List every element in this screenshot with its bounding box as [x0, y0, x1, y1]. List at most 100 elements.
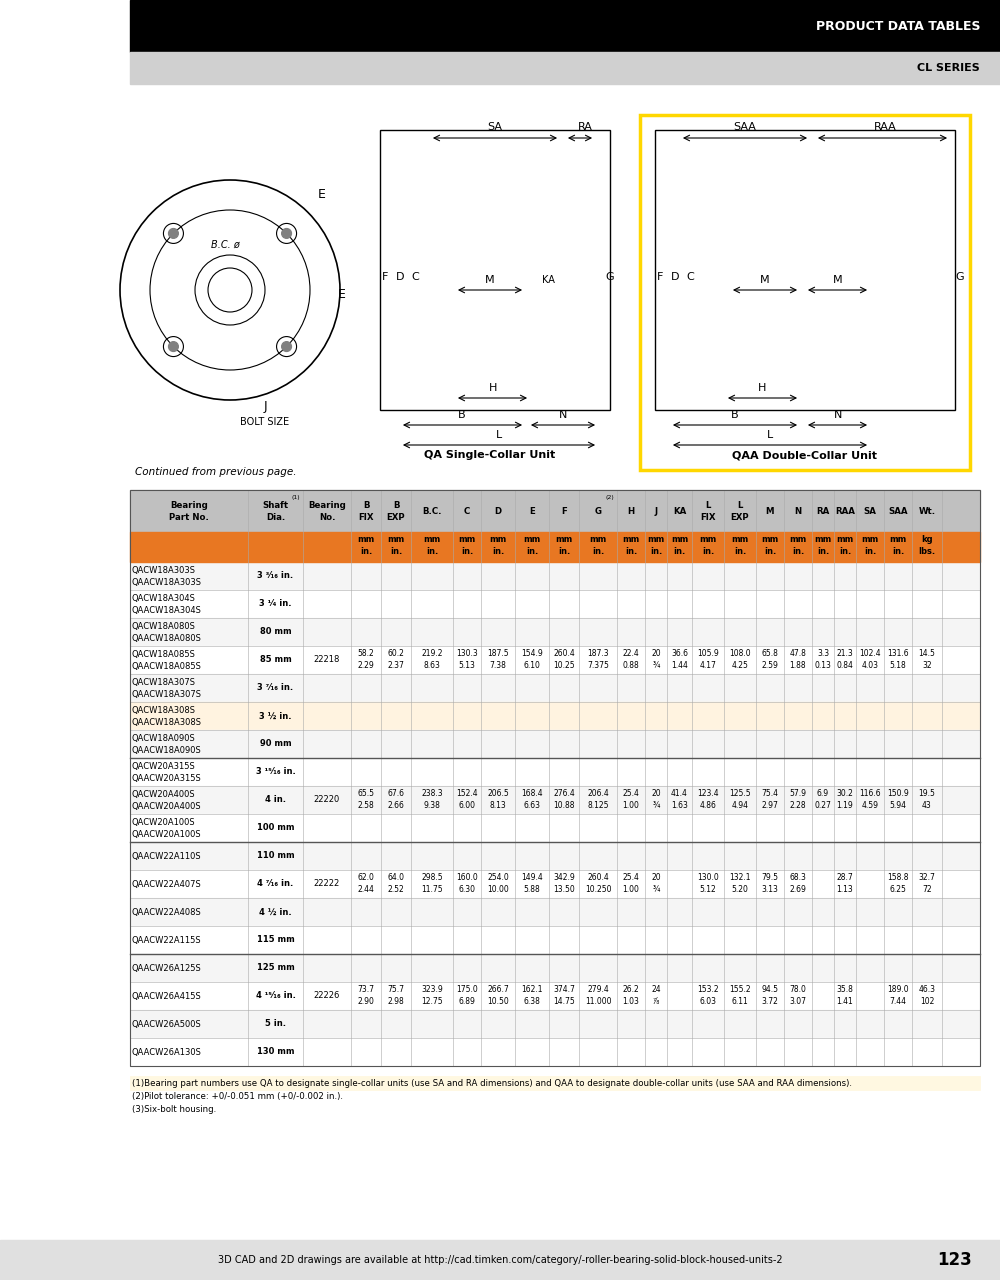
Text: EXP: EXP: [731, 512, 749, 521]
Text: 206.5: 206.5: [487, 790, 509, 799]
Text: 125 mm: 125 mm: [257, 964, 294, 973]
Bar: [130, 701, 980, 730]
Bar: [130, 0, 1000, 52]
Text: 57.9: 57.9: [790, 790, 806, 799]
Text: 10.250: 10.250: [585, 886, 611, 895]
Text: 21.3: 21.3: [837, 649, 853, 658]
Text: 130.0: 130.0: [697, 873, 719, 882]
Bar: [130, 490, 980, 1066]
Text: QACW18A303S: QACW18A303S: [132, 567, 196, 576]
Text: 2.37: 2.37: [388, 662, 404, 671]
Text: 2.29: 2.29: [358, 662, 374, 671]
Text: KA: KA: [673, 507, 686, 516]
Text: 73.7: 73.7: [358, 986, 374, 995]
Text: 68.3: 68.3: [790, 873, 806, 882]
Text: 2.44: 2.44: [358, 886, 374, 895]
Bar: [130, 814, 980, 842]
Text: in.: in.: [864, 548, 876, 557]
Text: 2.52: 2.52: [388, 886, 404, 895]
Text: 20: 20: [651, 790, 661, 799]
Text: QAACW20A100S: QAACW20A100S: [132, 831, 202, 840]
Text: lbs.: lbs.: [918, 548, 936, 557]
Text: G: G: [594, 507, 602, 516]
Text: 4.17: 4.17: [700, 662, 716, 671]
Text: No.: No.: [319, 512, 335, 521]
Text: (1): (1): [291, 495, 300, 500]
Text: D: D: [494, 507, 502, 516]
Text: 7.44: 7.44: [890, 997, 906, 1006]
Text: 5.88: 5.88: [524, 886, 540, 895]
Bar: [130, 1038, 980, 1066]
Text: mm: mm: [555, 535, 573, 544]
Text: 3 ¹⁵⁄₁₆ in.: 3 ¹⁵⁄₁₆ in.: [256, 768, 295, 777]
Text: 22.4: 22.4: [623, 649, 639, 658]
Text: 102.4: 102.4: [859, 649, 881, 658]
Circle shape: [168, 228, 178, 238]
Text: ¾: ¾: [652, 886, 660, 895]
Text: QAACW18A303S: QAACW18A303S: [132, 579, 202, 588]
Text: mm: mm: [647, 535, 665, 544]
Text: in.: in.: [702, 548, 714, 557]
Bar: [130, 758, 980, 786]
Text: B: B: [731, 410, 739, 420]
Text: 189.0: 189.0: [887, 986, 909, 995]
Text: 5.18: 5.18: [890, 662, 906, 671]
Bar: [130, 646, 980, 675]
Text: BOLT SIZE: BOLT SIZE: [240, 417, 290, 428]
Text: mm: mm: [761, 535, 779, 544]
Text: 238.3: 238.3: [421, 790, 443, 799]
Text: 0.88: 0.88: [623, 662, 639, 671]
Text: 374.7: 374.7: [553, 986, 575, 995]
Text: B: B: [393, 500, 399, 509]
Text: 47.8: 47.8: [790, 649, 806, 658]
Text: 125.5: 125.5: [729, 790, 751, 799]
Text: 123.4: 123.4: [697, 790, 719, 799]
Text: in.: in.: [792, 548, 804, 557]
Text: QACW18A308S: QACW18A308S: [132, 707, 196, 716]
Text: H: H: [627, 507, 635, 516]
Text: 1.00: 1.00: [623, 801, 639, 810]
Text: 115 mm: 115 mm: [257, 936, 294, 945]
Text: mm: mm: [523, 535, 541, 544]
Text: 8.63: 8.63: [424, 662, 440, 671]
Text: 4.03: 4.03: [862, 662, 879, 671]
Text: mm: mm: [423, 535, 441, 544]
Text: N: N: [834, 410, 842, 420]
Text: in.: in.: [492, 548, 504, 557]
Text: (3)Six-bolt housing.: (3)Six-bolt housing.: [132, 1105, 216, 1114]
Bar: [130, 590, 980, 618]
Text: 168.4: 168.4: [521, 790, 543, 799]
Text: QAACW22A115S: QAACW22A115S: [132, 936, 202, 945]
Text: 6.38: 6.38: [524, 997, 540, 1006]
Text: 1.13: 1.13: [837, 886, 853, 895]
Bar: [130, 52, 1000, 84]
Text: CL SERIES: CL SERIES: [917, 63, 980, 73]
Text: 3.13: 3.13: [762, 886, 778, 895]
Text: 3 ¹⁄₄ in.: 3 ¹⁄₄ in.: [259, 599, 292, 608]
Text: M: M: [760, 275, 770, 285]
Text: 158.8: 158.8: [887, 873, 909, 882]
Text: 58.2: 58.2: [358, 649, 374, 658]
Text: 2.90: 2.90: [358, 997, 374, 1006]
Text: in.: in.: [764, 548, 776, 557]
Text: 14.75: 14.75: [553, 997, 575, 1006]
Text: 116.6: 116.6: [859, 790, 881, 799]
Text: D: D: [396, 271, 404, 282]
Text: 266.7: 266.7: [487, 986, 509, 995]
Bar: [130, 675, 980, 701]
Text: 13.50: 13.50: [553, 886, 575, 895]
Text: G: G: [605, 271, 614, 282]
Text: ¾: ¾: [652, 662, 660, 671]
Text: H: H: [489, 383, 497, 393]
Text: mm: mm: [699, 535, 717, 544]
Text: (1)Bearing part numbers use QA to designate single-collar units (use SA and RA d: (1)Bearing part numbers use QA to design…: [132, 1079, 852, 1088]
Text: 25.4: 25.4: [623, 873, 639, 882]
Text: QAACW26A415S: QAACW26A415S: [132, 992, 202, 1001]
Text: RA: RA: [816, 507, 830, 516]
Text: in.: in.: [650, 548, 662, 557]
Text: FIX: FIX: [358, 512, 374, 521]
Text: kg: kg: [921, 535, 933, 544]
Text: 5 in.: 5 in.: [265, 1019, 286, 1029]
Text: 10.50: 10.50: [487, 997, 509, 1006]
Text: L: L: [496, 430, 502, 440]
